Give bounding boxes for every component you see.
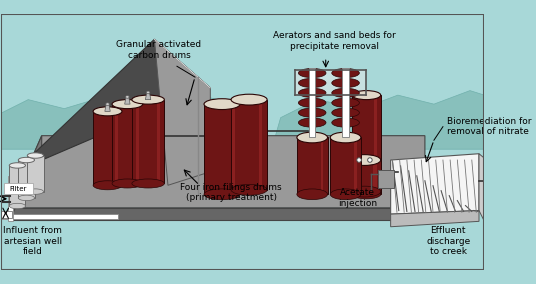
Text: Influent from
artesian well
field: Influent from artesian well field [3, 226, 62, 256]
Ellipse shape [299, 68, 326, 78]
Ellipse shape [299, 98, 326, 107]
Ellipse shape [132, 95, 165, 104]
Ellipse shape [330, 132, 361, 143]
Ellipse shape [18, 195, 34, 201]
Bar [1, 210, 12, 218]
Ellipse shape [112, 100, 143, 109]
Ellipse shape [348, 186, 381, 197]
Bar [9, 176, 13, 221]
Ellipse shape [299, 88, 326, 97]
Text: Aerators and sand beds for
precipitate removal: Aerators and sand beds for precipitate r… [273, 31, 396, 51]
Polygon shape [1, 14, 485, 270]
Ellipse shape [352, 91, 381, 100]
Bar [115, 111, 118, 185]
Polygon shape [391, 154, 479, 214]
Bar [321, 137, 323, 194]
Ellipse shape [93, 107, 122, 116]
Ellipse shape [332, 78, 359, 87]
Ellipse shape [330, 189, 361, 200]
Text: Bioremediation for
removal of nitrate: Bioremediation for removal of nitrate [448, 117, 532, 136]
Polygon shape [10, 208, 425, 220]
Polygon shape [145, 92, 151, 100]
Bar [330, 137, 361, 194]
Bar [374, 95, 377, 194]
Ellipse shape [332, 68, 359, 78]
Ellipse shape [332, 118, 359, 127]
Polygon shape [479, 154, 485, 221]
Ellipse shape [9, 203, 26, 209]
Ellipse shape [299, 118, 326, 127]
Ellipse shape [27, 153, 43, 158]
Text: Effluent
discharge
to creek: Effluent discharge to creek [426, 226, 471, 256]
Ellipse shape [204, 189, 240, 200]
Bar [27, 156, 43, 192]
Bar [348, 160, 381, 192]
Bar [232, 104, 235, 194]
Text: Granular activated
carbon drums: Granular activated carbon drums [116, 40, 202, 60]
Bar [157, 100, 160, 183]
Bar [259, 100, 262, 190]
Bar [231, 100, 267, 190]
Text: Four iron filings drums
(primary treatment): Four iron filings drums (primary treatme… [180, 183, 282, 202]
Ellipse shape [9, 163, 26, 168]
Bar [204, 104, 240, 194]
Bar [9, 166, 26, 206]
Ellipse shape [332, 98, 359, 107]
Bar [1, 214, 118, 219]
Bar [136, 104, 139, 183]
Ellipse shape [132, 179, 165, 188]
Polygon shape [125, 97, 130, 104]
Polygon shape [154, 39, 210, 185]
Ellipse shape [297, 189, 327, 200]
Polygon shape [272, 91, 485, 149]
Bar [354, 137, 357, 194]
Bar [93, 111, 122, 185]
Bar [18, 160, 34, 198]
Ellipse shape [299, 78, 326, 87]
Text: Acetate
injection: Acetate injection [338, 188, 377, 208]
Ellipse shape [332, 88, 359, 97]
Bar [4, 183, 33, 194]
Bar [295, 70, 366, 95]
Bar [297, 137, 327, 194]
Ellipse shape [368, 158, 372, 162]
Polygon shape [14, 39, 210, 172]
Ellipse shape [18, 157, 34, 163]
Ellipse shape [352, 190, 381, 199]
Ellipse shape [297, 132, 327, 143]
Polygon shape [391, 210, 479, 227]
Bar [112, 104, 143, 183]
Ellipse shape [106, 103, 109, 105]
Polygon shape [105, 104, 110, 111]
Ellipse shape [204, 99, 240, 110]
Bar [378, 170, 394, 188]
Ellipse shape [348, 154, 381, 166]
Ellipse shape [231, 184, 267, 195]
Bar [352, 95, 381, 194]
Bar [132, 100, 165, 183]
Ellipse shape [93, 181, 122, 190]
Text: Filter: Filter [10, 186, 27, 192]
Bar [374, 160, 376, 192]
Bar [309, 68, 315, 137]
Ellipse shape [332, 108, 359, 117]
Bar [343, 68, 348, 137]
Ellipse shape [231, 94, 267, 105]
Polygon shape [10, 136, 42, 220]
Polygon shape [10, 136, 425, 208]
Ellipse shape [357, 158, 361, 162]
Ellipse shape [27, 189, 43, 194]
Ellipse shape [125, 96, 129, 98]
Ellipse shape [112, 179, 143, 188]
Ellipse shape [146, 91, 150, 94]
Ellipse shape [299, 108, 326, 117]
Polygon shape [1, 91, 244, 149]
